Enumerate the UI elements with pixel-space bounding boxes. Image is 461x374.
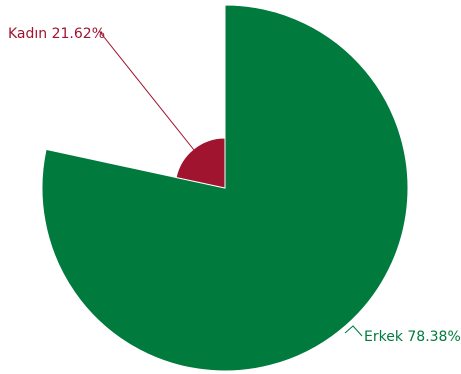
leader-line-kadin <box>98 31 195 151</box>
data-label-kadin: Kadın 21.62% <box>8 26 105 42</box>
leader-line-erkek <box>344 325 363 337</box>
data-label-erkek: Erkek 78.38% <box>364 329 461 345</box>
